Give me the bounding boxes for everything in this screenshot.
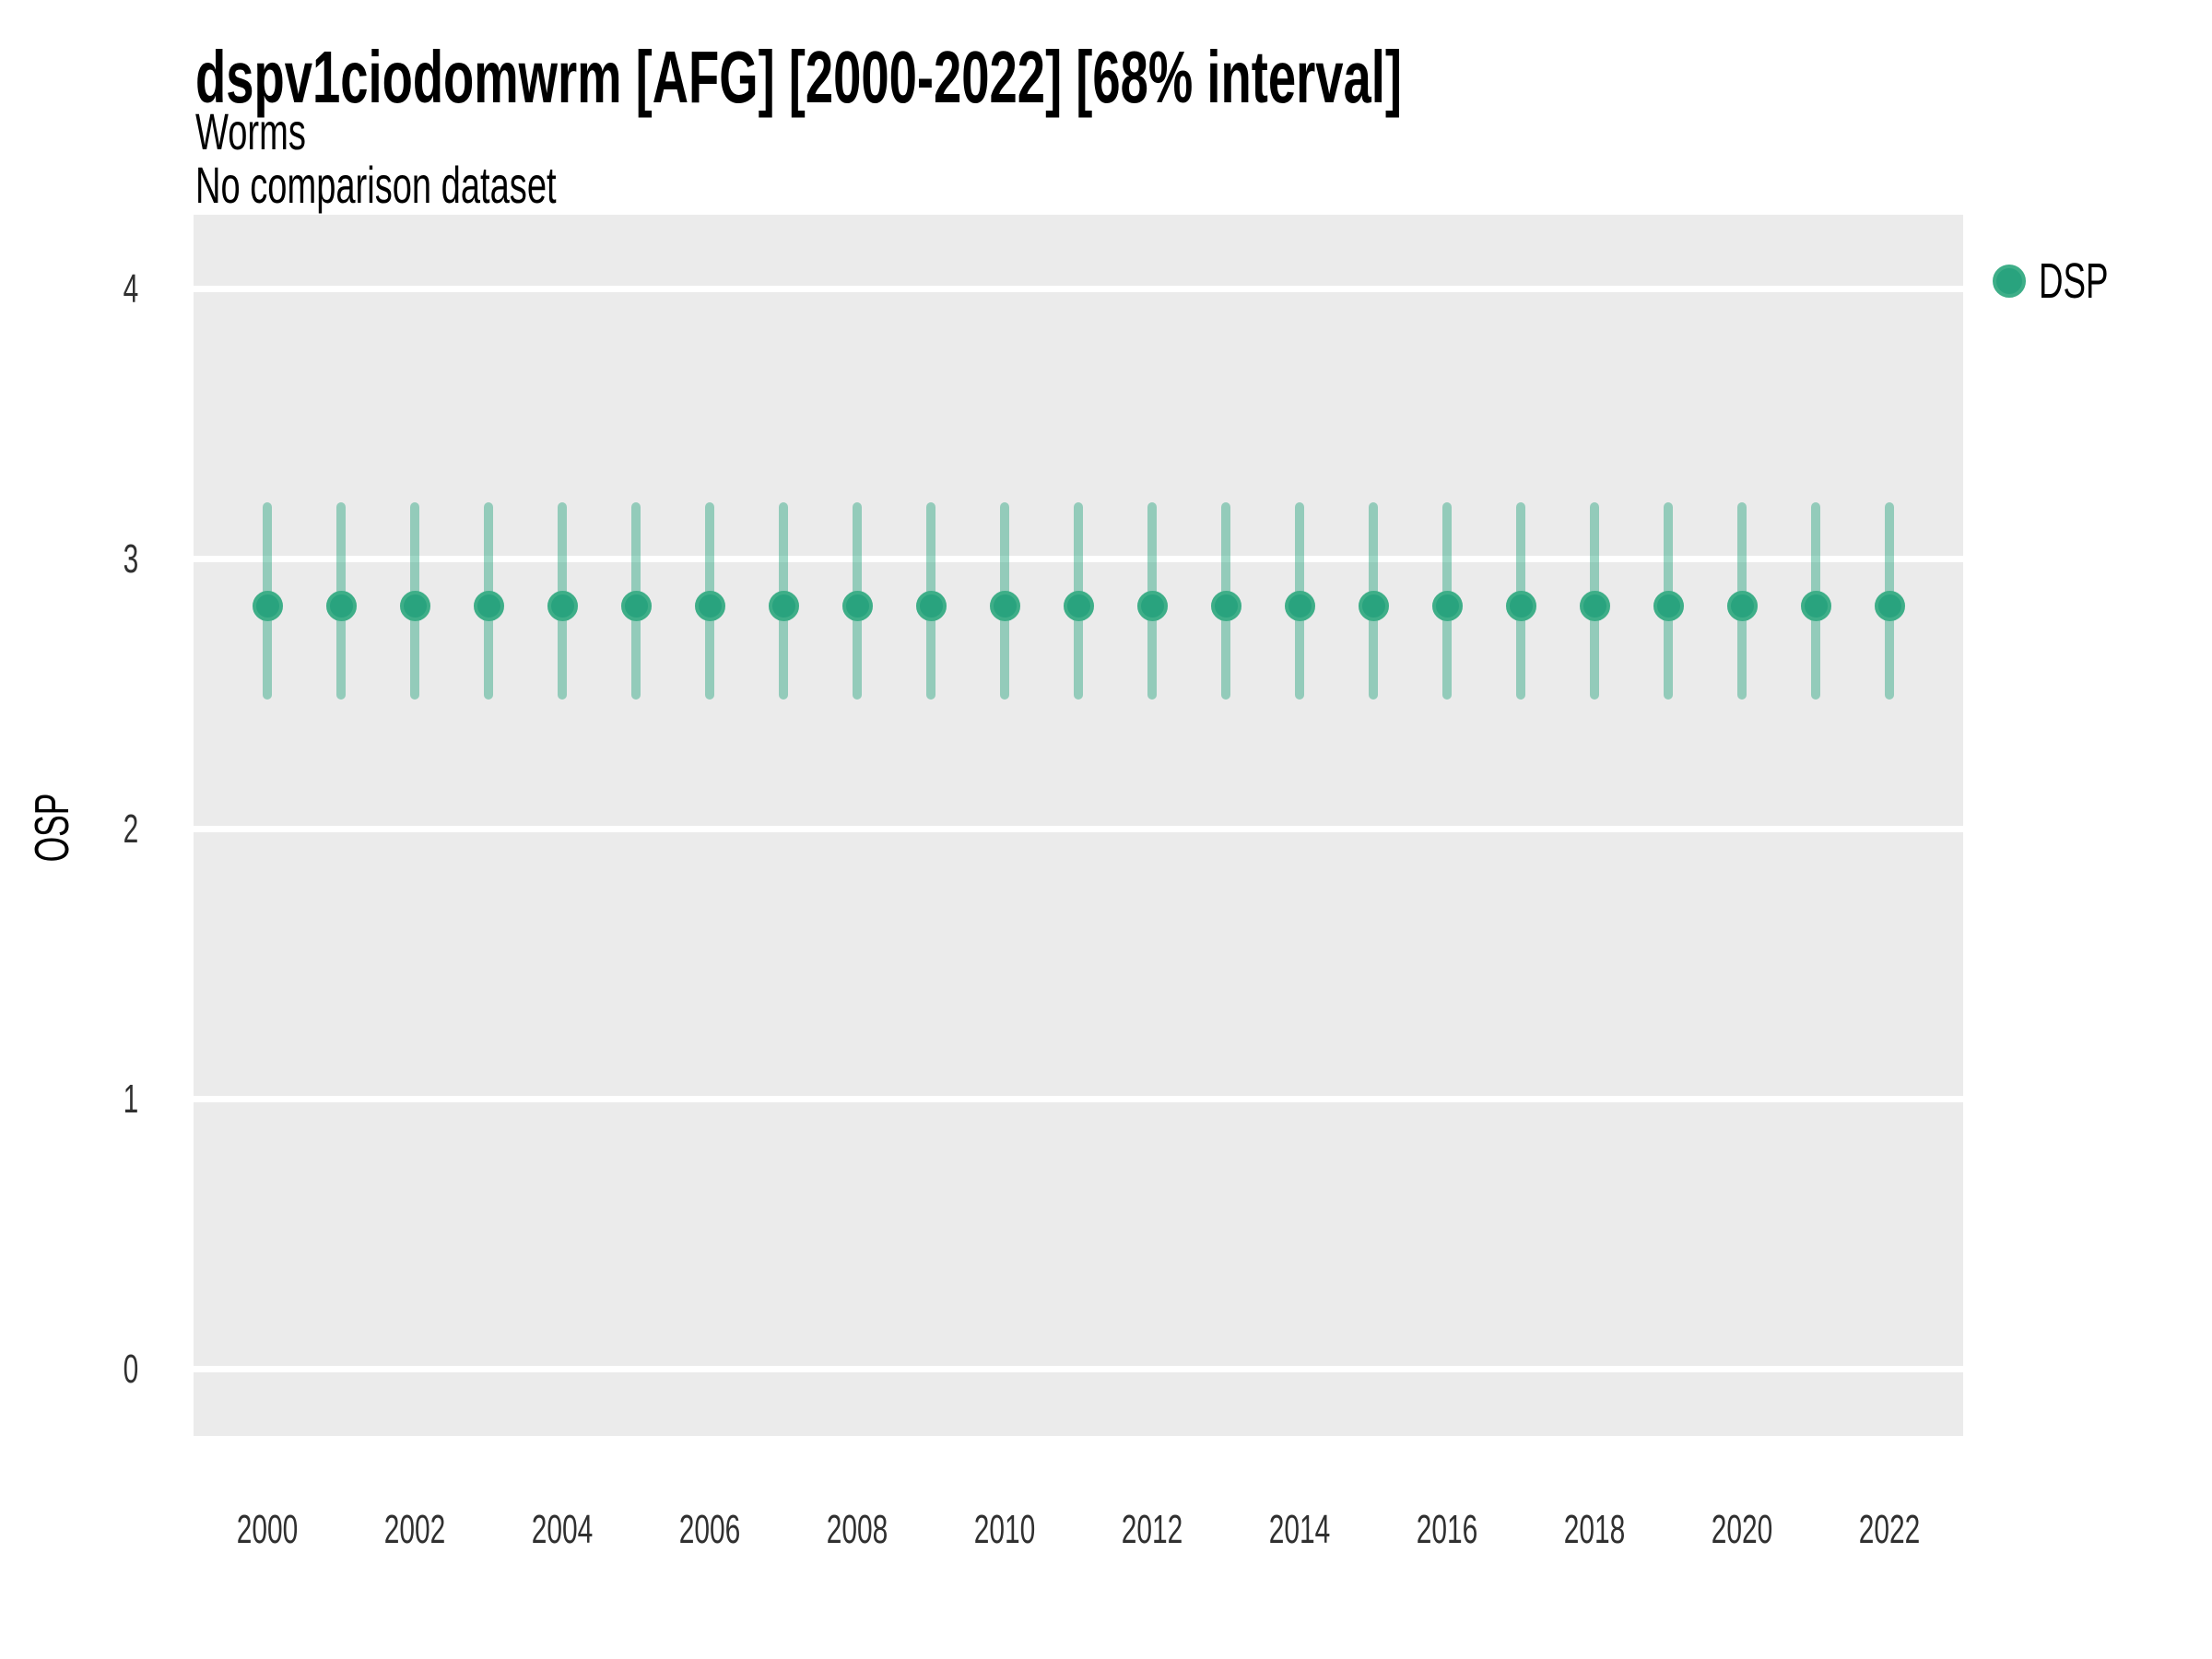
data-point-2009 [916,590,947,621]
data-point-2019 [1653,590,1684,621]
data-point-2001 [326,590,357,621]
x-tick-label-2016: 2016 [1416,1507,1478,1552]
data-point-2004 [547,590,578,621]
data-point-2000 [253,590,283,621]
y-tick-label-0: 0 [123,1347,139,1392]
y-axis-title: OSP [26,793,79,863]
x-tick-label-2008: 2008 [826,1507,888,1552]
legend-dsp-dot-icon [1993,265,2026,298]
gridline-y-2 [194,826,1963,832]
y-tick-label-1: 1 [123,1077,139,1122]
x-tick-label-2020: 2020 [1711,1507,1773,1552]
data-point-2015 [1359,590,1389,621]
y-tick-label-3: 3 [123,536,139,582]
data-point-2021 [1801,590,1831,621]
gridline-y-1 [194,1096,1963,1102]
data-point-2022 [1875,590,1905,621]
x-tick-label-2022: 2022 [1858,1507,1921,1552]
gridline-y-0 [194,1366,1963,1372]
data-point-2013 [1211,590,1241,621]
comparison-note: No comparison dataset [195,156,557,214]
legend: DSP [1993,256,2141,306]
data-point-2014 [1285,590,1315,621]
chart-title: dspv1ciodomwrm [AFG] [2000-2022] [68% in… [195,36,1403,118]
gridline-y-3 [194,556,1963,562]
y-tick-label-2: 2 [123,806,139,852]
data-point-2018 [1580,590,1610,621]
chart-subtitle: Worms [195,102,306,160]
data-point-2006 [695,590,725,621]
data-point-2011 [1064,590,1094,621]
data-point-2005 [621,590,652,621]
data-point-2010 [990,590,1020,621]
data-point-2020 [1727,590,1758,621]
x-tick-label-2018: 2018 [1563,1507,1626,1552]
gridline-y-4 [194,286,1963,292]
x-tick-label-2014: 2014 [1268,1507,1331,1552]
data-point-2017 [1506,590,1536,621]
plot-panel [194,215,1963,1436]
data-point-2007 [769,590,799,621]
data-point-2003 [474,590,504,621]
data-point-2008 [842,590,873,621]
x-tick-label-2004: 2004 [531,1507,594,1552]
x-tick-label-2000: 2000 [236,1507,299,1552]
x-tick-label-2006: 2006 [678,1507,741,1552]
x-tick-label-2002: 2002 [383,1507,446,1552]
x-tick-label-2010: 2010 [973,1507,1036,1552]
y-tick-label-4: 4 [123,266,139,312]
data-point-2002 [400,590,430,621]
data-point-2012 [1137,590,1168,621]
x-tick-label-2012: 2012 [1121,1507,1183,1552]
legend-label-dsp: DSP [2039,253,2109,309]
data-point-2016 [1432,590,1463,621]
